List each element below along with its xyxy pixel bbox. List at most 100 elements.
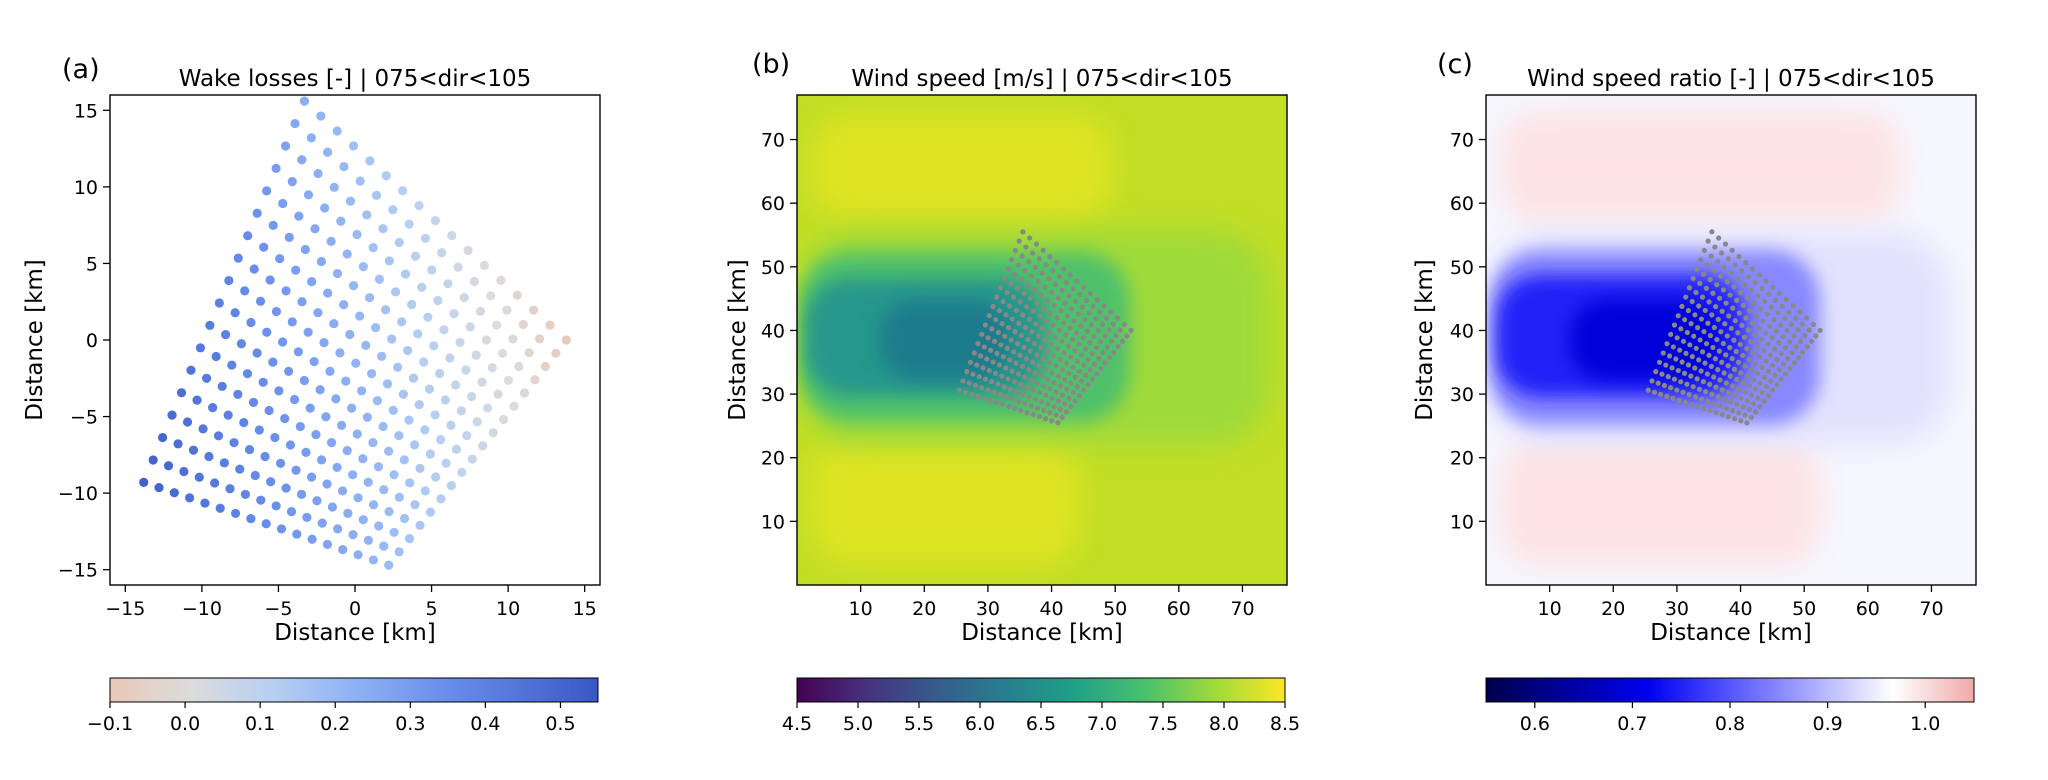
turbine-marker: [999, 401, 1006, 408]
turbine-marker: [1762, 298, 1768, 305]
turbine-marker: [1712, 244, 1718, 250]
turbine-marker: [1066, 370, 1072, 377]
turbine-marker: [186, 365, 196, 375]
turbine-marker: [287, 317, 297, 327]
turbine-marker: [488, 428, 498, 438]
turbine-marker: [309, 356, 319, 367]
turbine-marker: [561, 335, 571, 345]
turbine-marker: [1735, 359, 1742, 365]
panel-a-ticks: −15 −10 −5 0 5 10 15 −15 −10 −5 0 5 10 15: [58, 100, 597, 620]
turbine-marker: [211, 351, 221, 362]
turbine-marker: [1760, 318, 1766, 324]
turbine-marker: [1708, 253, 1714, 259]
turbine-marker: [1098, 339, 1104, 345]
turbine-marker: [420, 425, 430, 435]
turbine-marker: [1124, 333, 1130, 339]
turbine-marker: [1023, 244, 1029, 250]
turbine-marker: [256, 495, 266, 505]
turbine-marker: [1013, 360, 1019, 366]
turbine-marker: [1741, 281, 1748, 288]
turbine-marker: [1114, 315, 1121, 321]
turbine-marker: [1715, 367, 1721, 373]
turbine-marker: [1034, 405, 1041, 411]
turbine-marker: [1725, 390, 1732, 396]
turbine-marker: [1070, 389, 1076, 395]
turbine-marker: [1111, 349, 1117, 355]
turbine-marker: [436, 494, 446, 504]
turbine-marker: [1030, 359, 1036, 365]
turbine-marker: [1026, 316, 1032, 322]
turbine-marker: [1793, 344, 1799, 350]
turbine-marker: [394, 492, 404, 502]
turbine-marker: [1043, 262, 1049, 268]
turbine-marker: [1789, 350, 1795, 356]
turbine-marker: [1047, 410, 1053, 416]
panel-b-xtick-label: 50: [1103, 598, 1127, 620]
turbine-marker: [1072, 348, 1078, 354]
turbine-marker: [1703, 389, 1709, 395]
turbine-marker: [1787, 365, 1793, 372]
turbine-marker: [1751, 377, 1757, 383]
turbine-marker: [519, 388, 530, 398]
turbine-marker: [338, 544, 348, 555]
turbine-marker: [233, 253, 243, 263]
turbine-marker: [976, 374, 982, 380]
turbine-marker: [1714, 282, 1720, 288]
turbine-marker: [967, 359, 974, 365]
turbine-marker: [389, 527, 399, 537]
turbine-marker: [1080, 335, 1086, 341]
turbine-marker: [1758, 336, 1765, 343]
panel-b-ytick-label: 70: [761, 130, 785, 152]
turbine-marker: [1735, 276, 1741, 282]
turbine-marker: [979, 331, 985, 337]
turbine-marker: [977, 353, 984, 359]
turbine-marker: [995, 381, 1001, 387]
turbine-marker: [1036, 363, 1042, 369]
turbine-marker: [1719, 412, 1725, 418]
turbine-marker: [1053, 412, 1059, 418]
turbine-marker: [179, 466, 189, 477]
turbine-marker: [221, 329, 231, 340]
turbine-marker: [1028, 377, 1034, 383]
turbine-marker: [1659, 371, 1665, 377]
turbine-marker: [1664, 341, 1670, 347]
turbine-marker: [443, 279, 453, 289]
turbine-marker: [1788, 321, 1795, 327]
turbine-marker: [1691, 333, 1697, 339]
turbine-marker: [1072, 398, 1078, 404]
panel-b-colorbar: 4.5 5.0 5.5 6.0 6.5 7.0 7.5 8.0 8.5: [782, 677, 1300, 735]
turbine-marker: [1791, 333, 1797, 339]
turbine-marker: [1767, 323, 1773, 329]
turbine-marker: [1724, 333, 1730, 339]
turbine-marker: [451, 444, 462, 455]
turbine-marker: [1712, 356, 1718, 362]
turbine-marker: [534, 334, 545, 344]
turbine-marker: [388, 205, 398, 215]
turbine-marker: [1085, 356, 1091, 363]
turbine-marker: [1692, 394, 1699, 400]
turbine-marker: [1003, 365, 1009, 371]
turbine-marker: [264, 405, 274, 416]
turbine-marker: [1711, 268, 1717, 274]
panel-a-colorbar-tick-label: 0.3: [395, 713, 425, 735]
turbine-marker: [1723, 380, 1729, 386]
turbine-marker: [1721, 370, 1727, 376]
turbine-marker: [1742, 363, 1748, 369]
turbine-marker: [1730, 383, 1736, 389]
turbine-marker: [1018, 381, 1024, 387]
turbine-marker: [275, 458, 286, 468]
turbine-marker: [341, 376, 351, 386]
panel-b-wake-center: [880, 300, 1010, 380]
turbine-marker: [1753, 386, 1759, 392]
turbine-marker: [1782, 345, 1788, 351]
turbine-marker: [1725, 256, 1731, 262]
turbine-marker: [425, 507, 436, 517]
turbine-marker: [1004, 289, 1010, 296]
turbine-marker: [1053, 389, 1059, 395]
turbine-marker: [286, 507, 297, 517]
turbine-marker: [1746, 406, 1752, 412]
turbine-marker: [472, 417, 482, 427]
turbine-marker: [1066, 293, 1072, 299]
panel-b-colorbar-tick-label: 4.5: [782, 713, 812, 735]
turbine-marker: [545, 320, 555, 330]
